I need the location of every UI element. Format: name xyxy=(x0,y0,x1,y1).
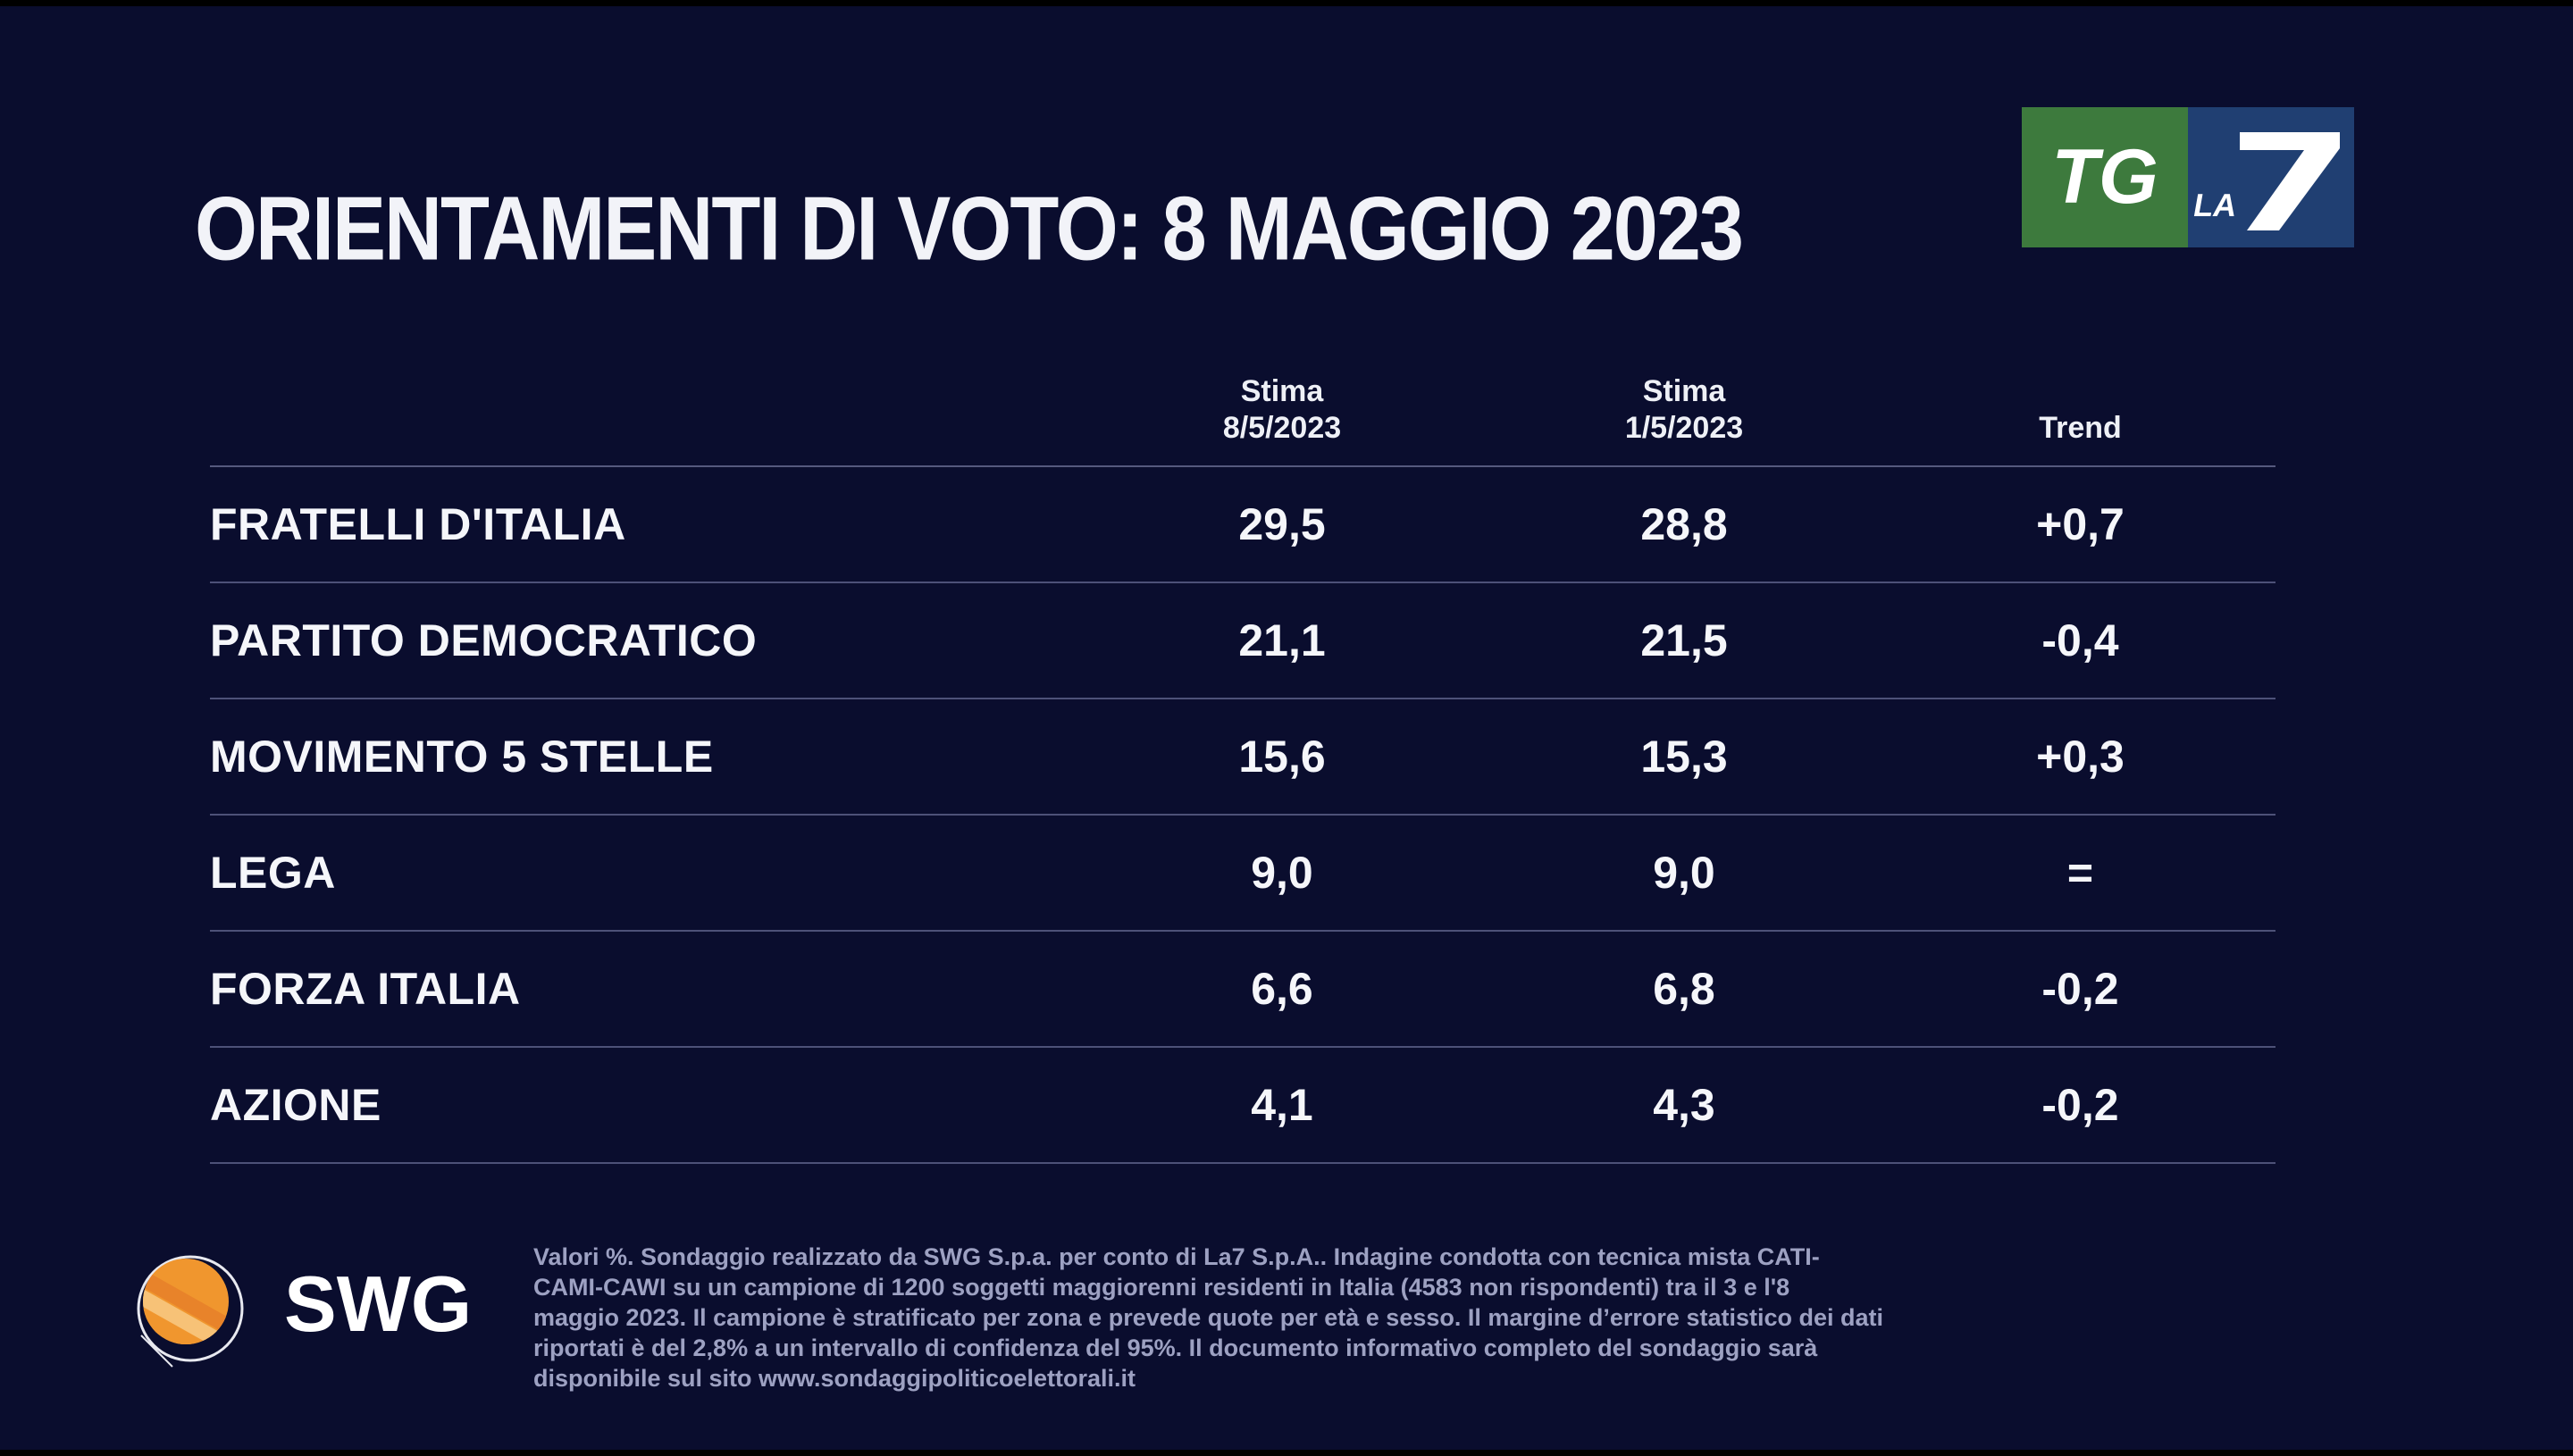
svg-text:LA: LA xyxy=(2191,187,2240,223)
